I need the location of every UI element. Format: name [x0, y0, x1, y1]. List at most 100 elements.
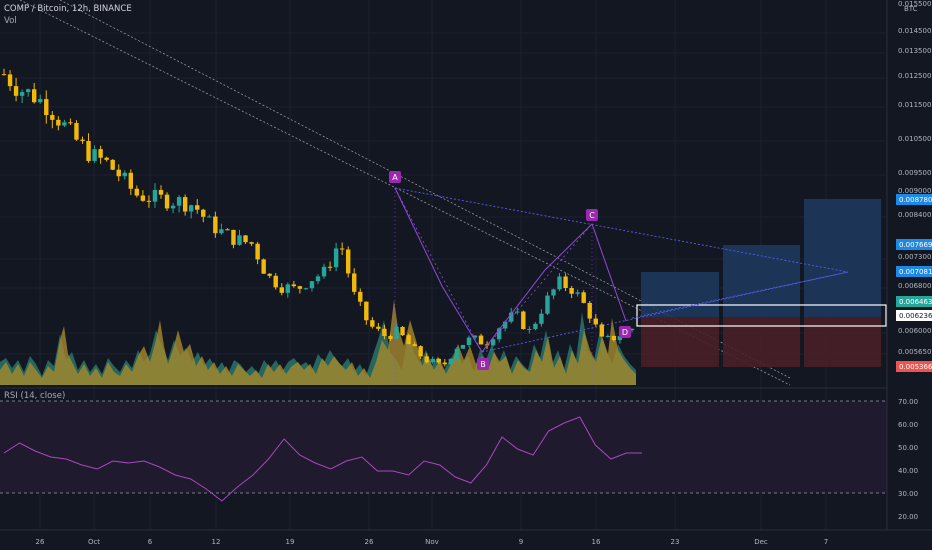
- candle-body: [279, 287, 284, 293]
- pattern-c-text: C: [589, 211, 595, 220]
- candle-body: [321, 266, 327, 277]
- price-tick: 0.005650: [898, 348, 931, 356]
- candle-body: [569, 287, 574, 294]
- pattern-label-c[interactable]: C: [586, 209, 598, 221]
- candle-body: [80, 139, 85, 141]
- candle-body: [382, 328, 387, 337]
- candle-body: [617, 336, 623, 341]
- candle-body: [509, 312, 514, 322]
- volume-legend[interactable]: Vol: [4, 16, 17, 26]
- pattern-path: [394, 187, 627, 353]
- candle-body: [195, 205, 200, 210]
- candle-body: [370, 320, 375, 327]
- candle-body: [496, 328, 502, 340]
- time-label: Nov: [425, 538, 439, 546]
- candle-body: [188, 205, 194, 212]
- candle-body: [68, 122, 73, 124]
- time-label: 19: [286, 538, 295, 546]
- stop-box-1[interactable]: [641, 317, 719, 367]
- price-tag-target-1: 0.007081: [899, 268, 932, 276]
- candle-body: [611, 335, 617, 341]
- candle-body: [38, 99, 43, 103]
- candle-body: [333, 248, 339, 268]
- chart-title[interactable]: COMP / Bitcoin, 12h, BINANCE: [4, 4, 132, 14]
- candle-body: [339, 248, 345, 250]
- candle-body: [478, 335, 484, 345]
- currency-tag: BTC: [904, 5, 918, 13]
- target-box-1[interactable]: [641, 272, 719, 317]
- candle-body: [267, 273, 272, 276]
- candle-body: [291, 284, 297, 287]
- candle-body: [400, 326, 405, 336]
- candle-body: [352, 273, 357, 292]
- price-tick: 0.008400: [898, 211, 931, 219]
- candle-body: [303, 288, 309, 290]
- candle-body: [158, 189, 164, 195]
- candlestick-series: [1, 68, 635, 367]
- candle-body: [74, 122, 79, 140]
- candle-body: [430, 358, 435, 363]
- price-tag-bg: [896, 239, 932, 250]
- time-label: Dec: [754, 538, 768, 546]
- candle-body: [521, 311, 526, 330]
- candle-body: [472, 335, 478, 338]
- position-boxes[interactable]: [636, 199, 887, 367]
- candle-body: [515, 311, 520, 313]
- candle-body: [593, 318, 598, 325]
- pattern-bc-dotted: [481, 223, 593, 353]
- projection-lines[interactable]: [394, 187, 849, 353]
- candle-body: [454, 348, 460, 359]
- price-tag-bg: [896, 266, 932, 277]
- candle-body: [201, 209, 206, 217]
- pattern-b-text: B: [480, 360, 486, 369]
- price-tags: 0.008780 0.007669 0.007081 0.006463 0.00…: [896, 194, 932, 372]
- candle-body: [31, 89, 37, 103]
- rsi-legend[interactable]: RSI (14, close): [4, 391, 66, 401]
- candle-body: [581, 292, 586, 303]
- pattern-label-b[interactable]: B: [477, 358, 489, 370]
- candle-body: [527, 328, 532, 330]
- stop-box-3[interactable]: [804, 317, 881, 367]
- rsi-tick: 60.00: [898, 421, 918, 429]
- candle-body: [557, 276, 562, 290]
- time-axis[interactable]: 26 Oct 6 12 19 26 Nov 9 16 23 Dec 7: [36, 538, 829, 546]
- rsi-tick: 50.00: [898, 444, 918, 452]
- candle-body: [406, 335, 411, 345]
- candle-body: [394, 326, 399, 339]
- candle-body: [490, 339, 496, 346]
- price-tick: 0.012500: [898, 72, 931, 80]
- candle-body: [388, 336, 393, 339]
- stop-box-2[interactable]: [723, 317, 800, 367]
- candle-body: [44, 99, 49, 116]
- rsi-tick: 70.00: [898, 398, 918, 406]
- candle-body: [273, 275, 278, 288]
- candle-body: [98, 149, 103, 158]
- time-label: 26: [365, 538, 374, 546]
- pattern-label-a[interactable]: A: [389, 171, 401, 183]
- rsi-line: [3, 416, 642, 502]
- target-box-3[interactable]: [804, 199, 881, 317]
- time-label: 16: [592, 538, 601, 546]
- candle-body: [19, 92, 25, 96]
- price-scale[interactable]: [887, 0, 932, 530]
- candle-body: [152, 189, 158, 202]
- candle-body: [243, 235, 248, 243]
- price-tick: 0.010500: [898, 135, 931, 143]
- candle-body: [86, 140, 91, 161]
- candle-body: [551, 289, 556, 296]
- candle-body: [213, 216, 218, 234]
- pattern-label-d[interactable]: D: [619, 326, 631, 338]
- time-label: 26: [36, 538, 45, 546]
- candle-body: [424, 356, 429, 363]
- entry-zone-box[interactable]: [636, 304, 887, 327]
- price-tick: 0.014500: [898, 27, 931, 35]
- candle-body: [297, 286, 303, 289]
- abcd-pattern[interactable]: A B C D: [389, 171, 631, 385]
- candle-body: [140, 195, 146, 201]
- candle-body: [219, 229, 224, 234]
- candle-body: [345, 249, 351, 274]
- candle-body: [605, 335, 611, 337]
- candle-body: [62, 122, 67, 126]
- price-tag-bg: [896, 194, 932, 205]
